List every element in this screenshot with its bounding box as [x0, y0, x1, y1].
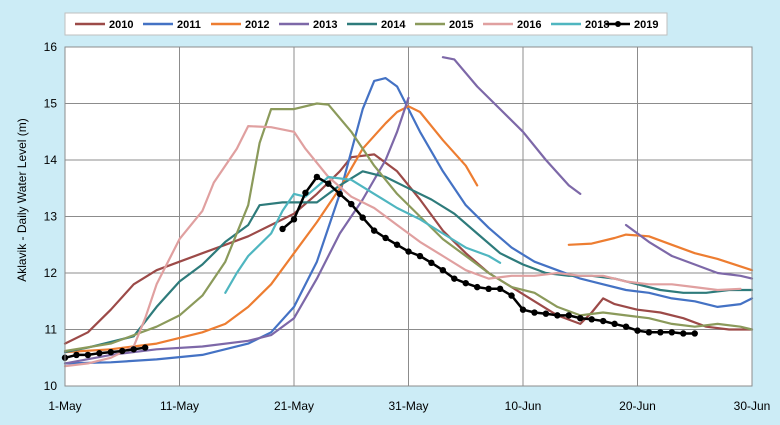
data-point-2019: [634, 327, 641, 334]
data-point-2019: [336, 190, 343, 198]
series-2018: [224, 175, 502, 294]
data-point-2019: [302, 189, 309, 196]
y-tick-label: 12: [44, 266, 58, 280]
data-point-2019: [496, 285, 504, 293]
x-tick-label: 21-May: [274, 399, 314, 413]
data-point-2019: [359, 214, 366, 221]
data-point-2019: [599, 317, 607, 325]
data-point-2019: [325, 180, 332, 187]
x-tick-label: 11-May: [160, 399, 199, 413]
legend-label-2015: 2015: [449, 19, 473, 31]
data-point-2019: [84, 351, 92, 359]
data-point-2019: [531, 309, 538, 316]
legend-label-2010: 2010: [109, 19, 133, 31]
series-line-2013: [63, 96, 410, 365]
data-point-2019: [290, 216, 298, 223]
data-point-2019: [645, 329, 653, 336]
x-tick-label: 20-Jun: [619, 399, 656, 413]
data-point-2019: [370, 227, 378, 234]
series-line-2013: [624, 223, 754, 280]
data-point-2019: [554, 312, 561, 319]
data-point-2019: [416, 252, 424, 260]
data-point-2019: [611, 320, 618, 328]
series-2012: [63, 105, 754, 354]
legend: 2010 2011 2012 2013 2014 2015 2016 2018 2019: [64, 12, 668, 36]
data-point-2019: [474, 283, 481, 291]
data-point-2019: [348, 200, 355, 208]
data-point-2019: [130, 346, 137, 353]
data-point-2019: [382, 234, 389, 242]
series-line-2012: [567, 233, 754, 272]
data-point-2019: [519, 306, 527, 313]
data-point-2019: [485, 285, 492, 293]
x-tick-label: 31-May: [388, 399, 428, 413]
data-point-2019: [565, 312, 572, 319]
y-tick-label: 13: [44, 210, 58, 224]
legend-label-2019: 2019: [634, 19, 658, 31]
data-point-2019: [428, 259, 435, 267]
series-2010: [63, 153, 754, 345]
data-point-2019: [680, 330, 687, 337]
series-2016: [63, 124, 742, 368]
plot-border: [64, 46, 753, 387]
series-line-2015: [63, 102, 754, 353]
data-point-2019: [542, 310, 550, 317]
y-axis-label: Aklavik - Daily Water Level (m): [15, 118, 29, 282]
data-point-2019: [508, 292, 515, 299]
x-tick-labels: 1-May 11-May 21-May 31-May 10-Jun 20-Jun 30-Ju…: [48, 399, 770, 413]
legend-label-2013: 2013: [313, 19, 337, 31]
data-point-2019: [119, 347, 126, 355]
data-point-2019: [96, 350, 103, 357]
y-tick-label: 16: [44, 40, 58, 54]
series-line-2016: [63, 124, 742, 368]
data-point-2019: [141, 344, 149, 351]
data-point-2019: [279, 225, 286, 233]
series-line-2010: [63, 153, 754, 345]
x-tick-label: 30-Jun: [734, 399, 771, 413]
x-tick-label: 10-Jun: [505, 399, 542, 413]
series-layer: [61, 56, 754, 368]
series-2013: [63, 56, 754, 365]
data-point-2019: [451, 275, 458, 282]
legend-label-2011: 2011: [177, 19, 201, 31]
legend-marker-2019: [615, 21, 621, 27]
series-line-2013: [441, 56, 582, 195]
y-tick-labels: 10 11 12 13 14 15 16: [44, 40, 58, 393]
data-point-2019: [588, 316, 595, 323]
data-point-2019: [73, 351, 80, 359]
legend-label-2016: 2016: [517, 19, 541, 31]
data-point-2019: [439, 266, 447, 274]
data-point-2019: [462, 279, 469, 287]
data-point-2019: [622, 323, 630, 330]
legend-label-2018: 2018: [585, 19, 609, 31]
y-tick-label: 11: [45, 323, 58, 337]
x-tick-label: 1-May: [48, 399, 81, 413]
series-2019: [61, 173, 698, 361]
data-point-2019: [668, 329, 676, 336]
data-point-2019: [657, 329, 664, 336]
data-point-2019: [393, 241, 401, 248]
y-tick-label: 10: [44, 379, 58, 393]
data-point-2019: [405, 248, 412, 255]
legend-label-2012: 2012: [245, 19, 269, 31]
data-point-2019: [107, 348, 115, 356]
y-tick-label: 15: [44, 97, 58, 111]
series-2015: [63, 102, 754, 353]
data-point-2019: [313, 173, 321, 181]
data-point-2019: [577, 315, 584, 322]
series-line-2018: [224, 175, 502, 294]
y-tick-label: 14: [44, 153, 58, 167]
data-point-2019: [691, 330, 698, 337]
series-line-2012: [63, 105, 479, 354]
legend-label-2014: 2014: [381, 19, 406, 31]
